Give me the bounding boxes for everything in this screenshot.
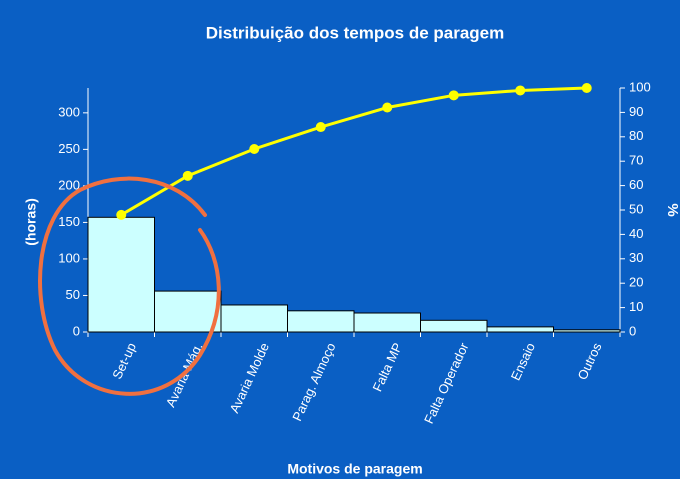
bar: [486, 326, 554, 333]
y2-tick-label: 50: [629, 201, 643, 216]
y-axis-label: (horas): [23, 198, 39, 245]
bar: [420, 319, 488, 333]
line-marker: [315, 122, 326, 133]
bar: [154, 290, 222, 333]
line-marker: [249, 144, 260, 154]
y2-tick-label: 10: [629, 299, 643, 314]
y2-tick-label: 60: [629, 177, 643, 192]
annotation-circle: [38, 176, 221, 396]
y2-tick-label: 20: [629, 275, 643, 290]
y2-tick-label: 40: [629, 226, 643, 241]
bar: [220, 304, 288, 333]
y-tick-label: 250: [58, 141, 80, 156]
line-marker: [581, 83, 592, 93]
line: [120, 86, 587, 217]
line-marker: [515, 85, 526, 96]
y2-tick-label: 0: [629, 323, 636, 338]
y2-tick-label: 90: [629, 104, 643, 119]
chart-title: Distribuição dos tempos de paragem: [206, 23, 505, 42]
y-tick-label: 200: [58, 177, 80, 192]
bar: [353, 312, 421, 333]
line-marker: [116, 209, 127, 220]
y-tick-label: 0: [73, 323, 80, 338]
line-marker: [382, 102, 393, 113]
y2-tick-label: 30: [629, 250, 643, 265]
bar: [287, 310, 355, 333]
bar: [553, 329, 621, 333]
y-tick-label: 50: [66, 287, 80, 302]
y-tick-label: 150: [58, 214, 80, 229]
y-tick-label: 100: [58, 250, 80, 265]
y-tick-label: 300: [58, 104, 80, 119]
line-marker: [182, 170, 193, 181]
y2-tick-label: 100: [629, 79, 651, 94]
y2-tick-label: 70: [629, 153, 643, 168]
y2-axis-label: %: [664, 203, 680, 216]
line-marker: [448, 90, 459, 101]
bar: [87, 216, 155, 333]
y2-tick-label: 80: [629, 128, 643, 143]
x-axis-label: Motivos de paragem: [287, 461, 422, 477]
